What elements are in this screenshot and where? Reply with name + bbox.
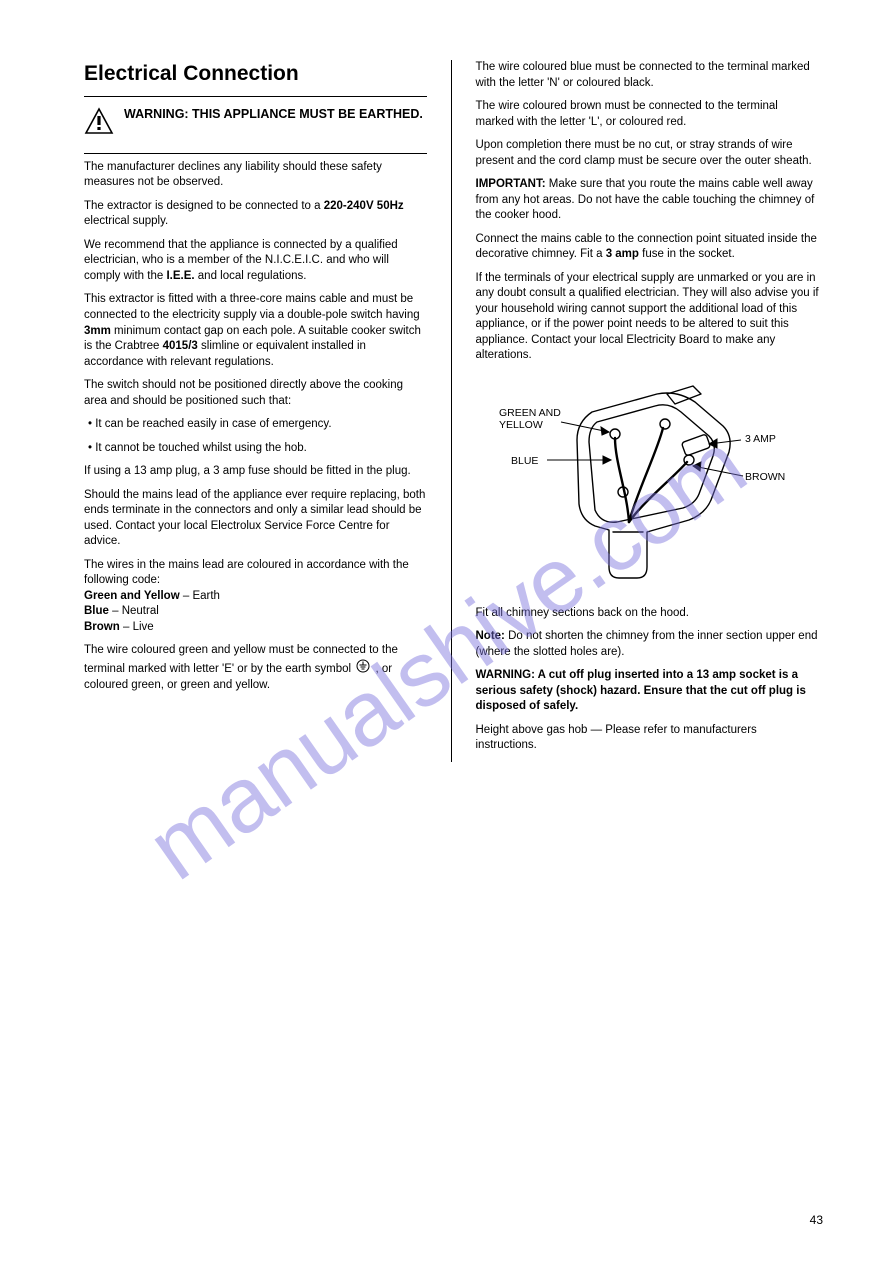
gap-value: 3mm [84, 325, 111, 337]
text: This extractor is fitted with a three-co… [84, 293, 420, 321]
para-earth-symbol: The wire coloured green and yellow must … [84, 643, 427, 694]
wire-brown-val: – Live [120, 621, 154, 633]
page-number: 43 [810, 1213, 823, 1227]
para-switch-pos: The switch should not be positioned dire… [84, 378, 427, 409]
para-cutoff-warning: WARNING: A cut off plug inserted into a … [476, 668, 820, 715]
para-note: Note: Do not shorten the chimney from th… [476, 629, 820, 660]
rule-bottom [84, 153, 427, 154]
voltage-value: 220-240V 50Hz [324, 200, 404, 212]
note-label: Note: [476, 630, 505, 642]
para-connect-fuse: Connect the mains cable to the connectio… [476, 232, 820, 263]
plug-label-green-yellow-1: GREEN AND [499, 407, 561, 419]
para-live: The wire coloured brown must be connecte… [476, 99, 820, 130]
para-completion: Upon completion there must be no cut, or… [476, 138, 820, 169]
part-number: 4015/3 [163, 340, 198, 352]
text: electrical supply. [84, 215, 168, 227]
para-chimney: Fit all chimney sections back on the hoo… [476, 606, 820, 622]
para-gas-hob: Height above gas hob — Please refer to m… [476, 723, 820, 754]
para-voltage: The extractor is designed to be connecte… [84, 199, 427, 230]
iee: I.E.E. [166, 270, 194, 282]
text: The wire coloured green and yellow must … [84, 644, 398, 674]
para-liability: The manufacturer declines any liability … [84, 160, 427, 191]
text: fuse in the socket. [639, 248, 735, 260]
important-label: IMPORTANT: [476, 178, 546, 190]
warning-text: WARNING: THIS APPLIANCE MUST BE EARTHED. [124, 107, 423, 123]
rule-top [84, 96, 427, 97]
warning-row: WARNING: THIS APPLIANCE MUST BE EARTHED. [84, 103, 427, 147]
plug-label-blue: BLUE [511, 455, 538, 467]
para-mains-lead: Should the mains lead of the appliance e… [84, 488, 427, 550]
earth-symbol-icon [356, 659, 370, 679]
para-electrician: We recommend that the appliance is conne… [84, 238, 427, 285]
wire-gy-val: – Earth [180, 590, 220, 602]
warning-triangle-icon [84, 107, 114, 141]
plug-label-brown: BROWN [745, 471, 785, 483]
text: The extractor is designed to be connecte… [84, 200, 324, 212]
text: Do not shorten the chimney from the inne… [476, 630, 818, 658]
wire-gy: Green and Yellow [84, 590, 180, 602]
wire-blue: Blue [84, 605, 109, 617]
wire-blue-val: – Neutral [109, 605, 159, 617]
para-fuse: If using a 13 amp plug, a 3 amp fuse sho… [84, 464, 427, 480]
page-title: Electrical Connection [84, 60, 427, 88]
para-switch: This extractor is fitted with a three-co… [84, 292, 427, 370]
bullet-hob: • It cannot be touched whilst using the … [84, 441, 427, 457]
fuse-value: 3 amp [606, 248, 639, 260]
para-neutral: The wire coloured blue must be connected… [476, 60, 820, 91]
para-consult: If the terminals of your electrical supp… [476, 271, 820, 364]
text: and local regulations. [195, 270, 307, 282]
two-column-layout: Electrical Connection WARNING: THIS APPL… [70, 60, 833, 762]
right-column: The wire coloured blue must be connected… [452, 60, 834, 762]
bullet-emergency: • It can be reached easily in case of em… [84, 417, 427, 433]
plug-label-green-yellow-2: YELLOW [499, 419, 543, 431]
plug-label-3amp: 3 AMP [745, 433, 776, 445]
text: The wires in the mains lead are coloured… [84, 559, 409, 587]
para-wire-code-intro: The wires in the mains lead are coloured… [84, 558, 427, 636]
plug-diagram: GREEN AND YELLOW BLUE 3 AMP BROWN [476, 382, 820, 592]
para-important: IMPORTANT: Make sure that you route the … [476, 177, 820, 224]
wire-brown: Brown [84, 621, 120, 633]
page: manualshive.com Electrical Connection WA… [0, 0, 893, 1263]
left-column: Electrical Connection WARNING: THIS APPL… [70, 60, 452, 762]
